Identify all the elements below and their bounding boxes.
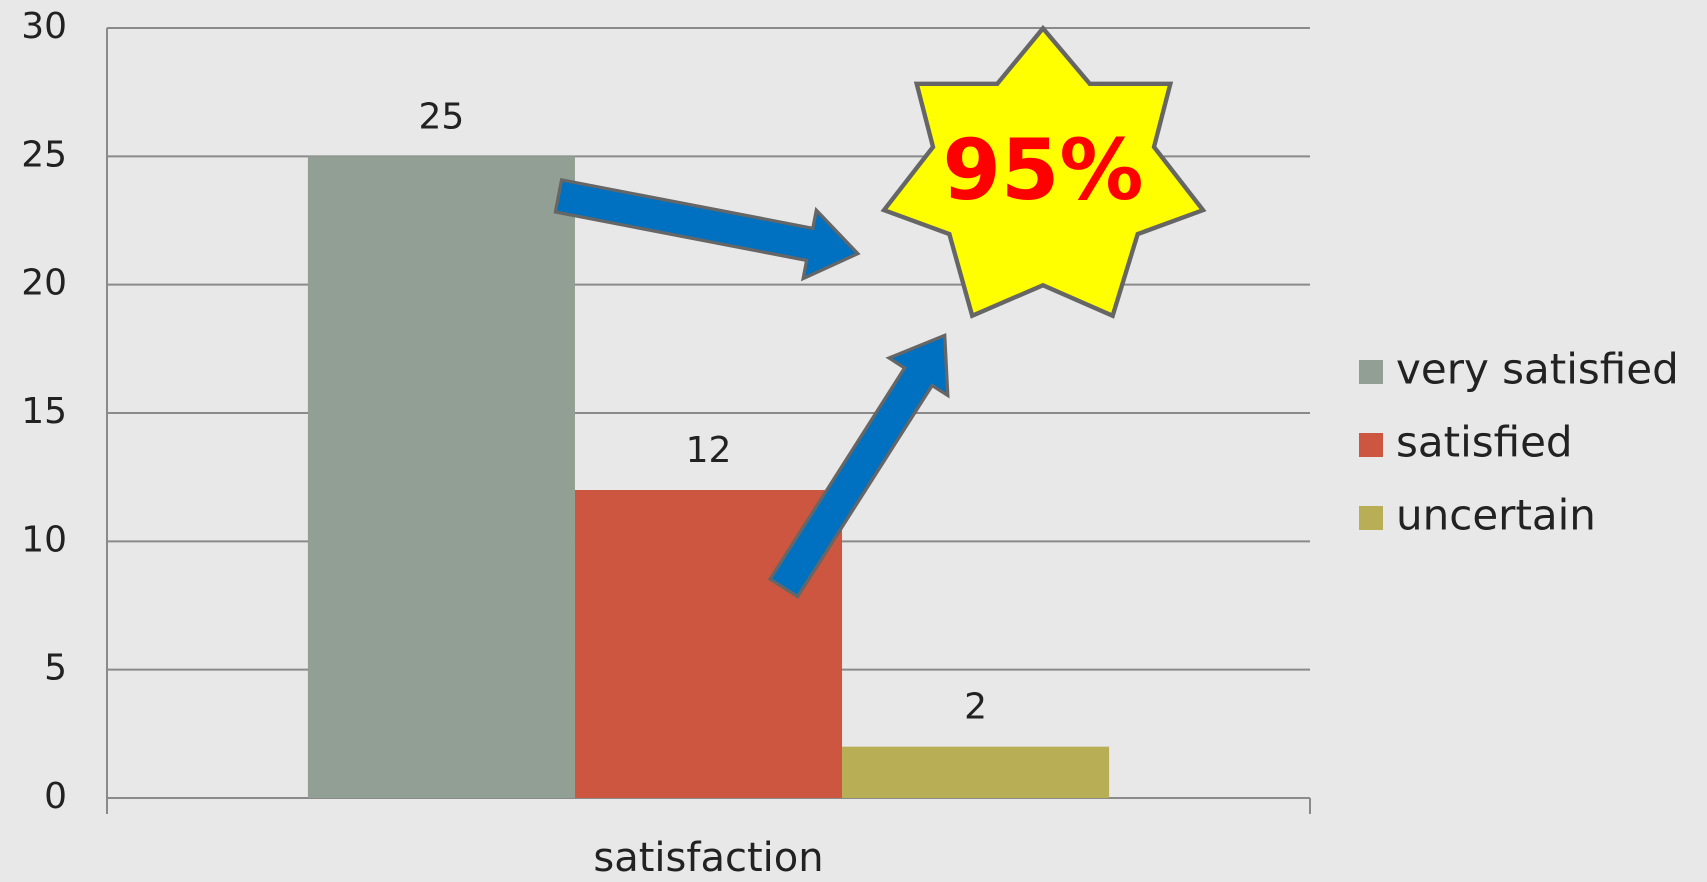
y-tick-label: 25 (21, 134, 67, 175)
data-label: 12 (686, 430, 732, 471)
arrow-shape (553, 178, 861, 282)
arrow (553, 178, 861, 282)
y-tick-label: 5 (44, 648, 67, 689)
legend-label: satisfied (1396, 418, 1573, 467)
x-tick-label: satisfaction (593, 835, 823, 881)
y-tick-label: 30 (21, 6, 67, 47)
legend-swatch (1359, 433, 1383, 457)
legend-swatch (1359, 506, 1383, 530)
star (880, 24, 1207, 319)
arrow-shape (767, 333, 950, 599)
arrow (767, 333, 950, 599)
data-label: 2 (964, 687, 987, 728)
decorations (553, 24, 1207, 599)
annotation: 95% (942, 121, 1143, 219)
legend-label: very satisfied (1396, 345, 1679, 394)
y-tick-label: 10 (21, 519, 67, 560)
legend-label: uncertain (1396, 491, 1596, 540)
y-tick-label: 0 (44, 776, 67, 817)
y-tick-label: 20 (21, 263, 67, 304)
bar (842, 746, 1110, 798)
y-tick-label: 15 (21, 391, 67, 432)
legend-swatch (1359, 360, 1383, 384)
bar (307, 156, 575, 799)
data-label: 25 (419, 96, 465, 137)
